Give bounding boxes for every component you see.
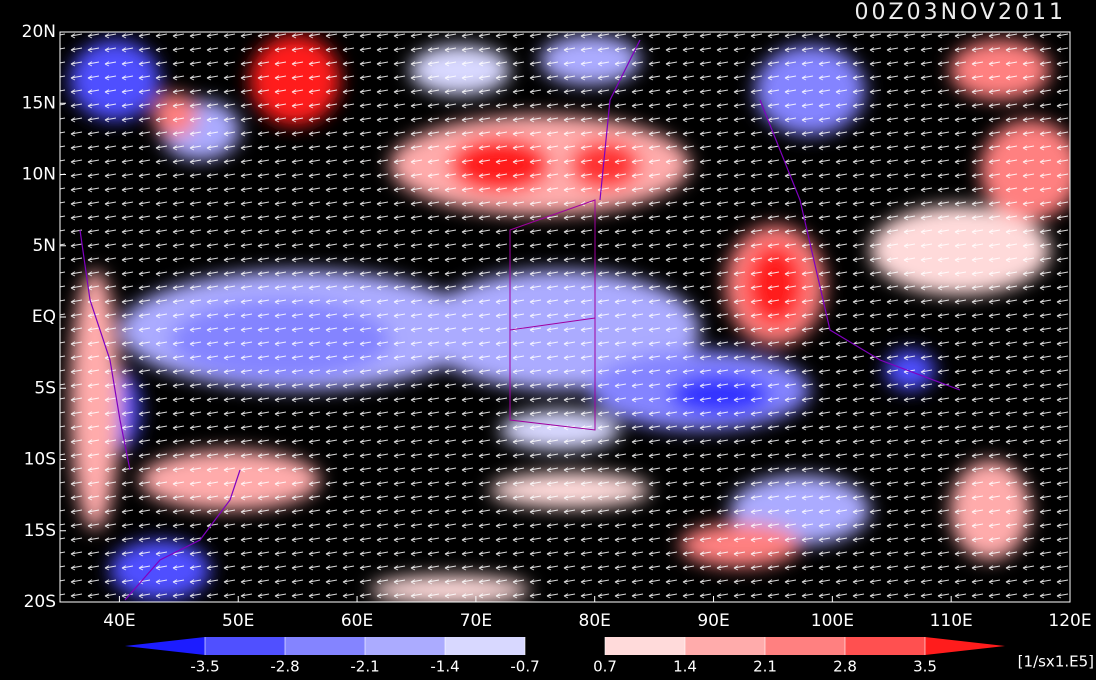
lon-label: 60E [341, 611, 373, 631]
lat-label: 15N [22, 93, 56, 113]
colorbar-label: 0.7 [593, 658, 617, 676]
colorbar-segment [285, 637, 365, 655]
colorbar-arrow [125, 637, 205, 655]
map-title: 00Z03NOV2011 [855, 0, 1066, 25]
colorbar-segment [365, 637, 445, 655]
colorbar-label: -3.5 [190, 658, 219, 676]
lat-label: 20N [22, 22, 56, 42]
colorbar-label: 2.8 [833, 658, 857, 676]
lon-label: 100E [811, 611, 854, 631]
lon-label: 80E [579, 611, 611, 631]
colorbar-segment [525, 637, 605, 655]
lat-label: 5N [32, 236, 56, 256]
colorbar-segment [605, 637, 685, 655]
colorbar-segment [765, 637, 845, 655]
colorbar-segment [845, 637, 925, 655]
colorbar-label: 3.5 [913, 658, 937, 676]
lon-label: 120E [1048, 611, 1091, 631]
lat-label: 20S [24, 592, 56, 612]
lat-label: EQ [32, 307, 56, 327]
colorbar-segment [685, 637, 765, 655]
field [60, 32, 1070, 602]
lon-label: 40E [103, 611, 135, 631]
lat-label: 10S [24, 450, 56, 470]
colorbar-label: 1.4 [673, 658, 697, 676]
colorbar-segment [445, 637, 525, 655]
lat-label: 5S [34, 378, 56, 398]
colorbar-label: -2.8 [270, 658, 299, 676]
colorbar-label: -1.4 [430, 658, 459, 676]
lon-label: 70E [460, 611, 492, 631]
colorbar-arrow [925, 637, 1005, 655]
colorbar-label: 2.1 [753, 658, 777, 676]
lon-label: 110E [930, 611, 973, 631]
lat-label: 10N [22, 165, 56, 185]
colorbar-units: [1/sx1.E5] [1018, 653, 1094, 671]
colorbar-label: -2.1 [350, 658, 379, 676]
lat-label: 15S [24, 521, 56, 541]
lon-label: 90E [697, 611, 729, 631]
lon-label: 50E [222, 611, 254, 631]
colorbar-label: -0.7 [510, 658, 539, 676]
colorbar-segment [205, 637, 285, 655]
